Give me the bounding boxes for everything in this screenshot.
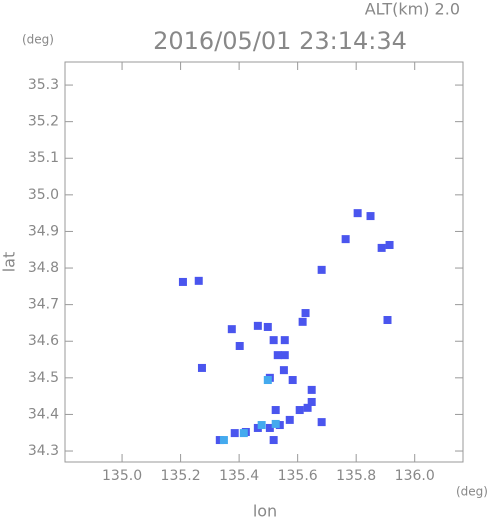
echo-cell [194, 276, 203, 285]
x-tick-label: 135.8 [336, 468, 376, 484]
echo-cell [295, 406, 304, 415]
echo-cell [263, 322, 272, 331]
echo-cell [275, 421, 284, 430]
echo-cell [341, 235, 350, 244]
y-tick-label: 35.3 [28, 77, 59, 93]
x-unit: (deg) [456, 485, 488, 499]
y-tick-label: 34.9 [28, 223, 59, 239]
plot-frame [64, 61, 464, 463]
echo-cell [263, 376, 272, 385]
y-tick-label: 34.7 [28, 297, 59, 313]
echo-cell [298, 317, 307, 326]
echo-cell [280, 336, 289, 345]
y-tick-label: 34.5 [28, 370, 59, 386]
echo-cell [265, 423, 274, 432]
echo-cell [307, 397, 316, 406]
echo-cell [235, 341, 244, 350]
echo-cell [353, 209, 362, 218]
x-tick-label: 135.2 [161, 468, 201, 484]
echo-cell [280, 351, 289, 360]
echo-cell [377, 243, 386, 252]
x-tick-label: 135.6 [278, 468, 318, 484]
x-tick-label: 135.0 [102, 468, 142, 484]
x-axis-label: lon [253, 502, 277, 521]
y-tick-label: 34.6 [28, 333, 59, 349]
echo-cell [288, 376, 297, 385]
y-tick-label: 35.0 [28, 187, 59, 203]
echo-cell [227, 325, 236, 334]
echo-cell [383, 316, 392, 325]
echo-cell [197, 363, 206, 372]
echo-cell [317, 265, 326, 274]
echo-cell [271, 419, 280, 428]
y-unit: (deg) [22, 33, 54, 47]
y-tick-label: 34.8 [28, 260, 59, 276]
echo-cell [253, 321, 262, 330]
y-axis-label: lat [0, 252, 19, 273]
echo-cell [269, 336, 278, 345]
x-tick-label: 136.0 [395, 468, 435, 484]
y-tick-label: 34.3 [28, 443, 59, 459]
x-tick-label: 135.4 [219, 468, 259, 484]
echo-cell [271, 406, 280, 415]
echo-cell [239, 429, 248, 438]
y-tick-label: 34.4 [28, 406, 59, 422]
echo-cell [230, 429, 239, 438]
echo-cell [279, 366, 288, 375]
chart-title: 2016/05/01 23:14:34 [153, 27, 407, 55]
echo-cell [303, 403, 312, 412]
echo-cell [219, 436, 228, 445]
echo-cell [257, 421, 266, 430]
echo-cell [285, 415, 294, 424]
echo-cell [273, 351, 282, 360]
echo-cell [307, 385, 316, 394]
echo-cell [385, 240, 394, 249]
subtitle: ALT(km) 2.0 [365, 0, 460, 19]
echo-cell [269, 436, 278, 445]
echo-cell [178, 277, 187, 286]
echo-cell [317, 418, 326, 427]
echo-cell [366, 212, 375, 221]
echo-cell [301, 309, 310, 318]
y-tick-label: 35.1 [28, 150, 59, 166]
y-tick-label: 35.2 [28, 114, 59, 130]
echo-cell [215, 436, 224, 445]
